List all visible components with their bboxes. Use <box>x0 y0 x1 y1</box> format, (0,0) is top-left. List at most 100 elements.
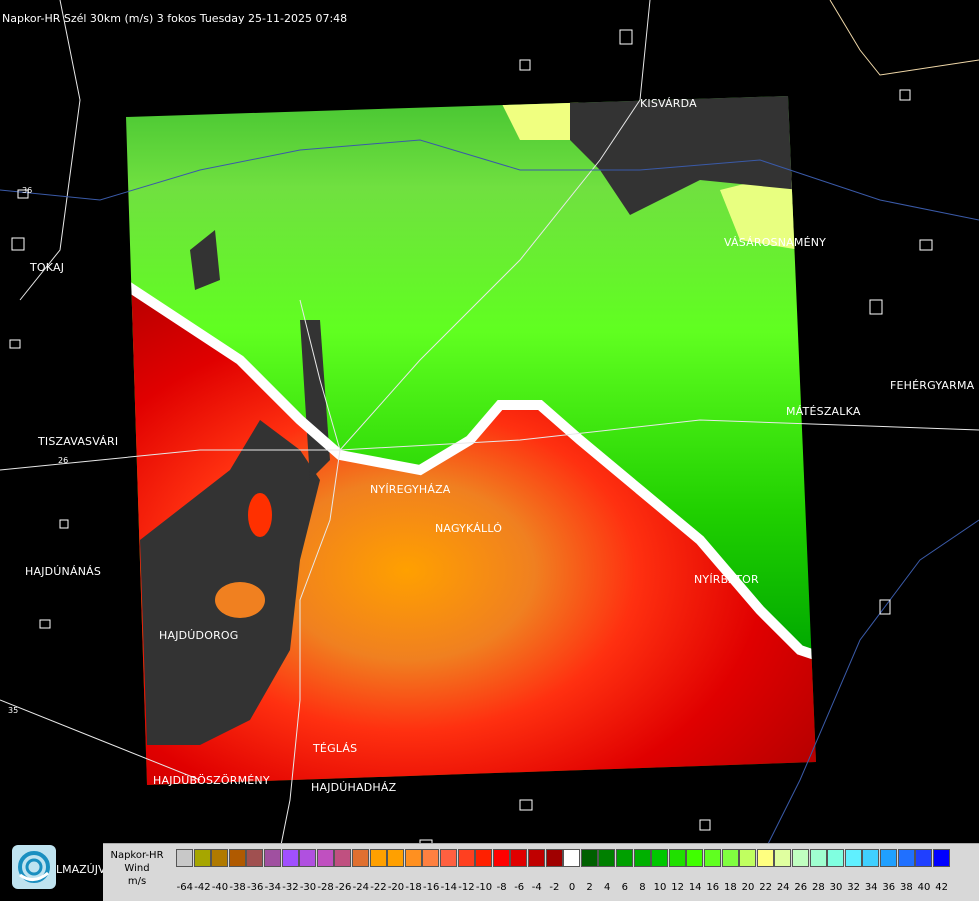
legend-tick-label: -36 <box>247 882 264 893</box>
legend-tick-label: -22 <box>370 882 387 893</box>
legend-swatch <box>404 849 422 867</box>
city-label-hajduhadhaz: HAJDÚHADHÁZ <box>311 781 397 794</box>
legend-swatch <box>264 849 281 867</box>
legend-tick-label: -14 <box>440 882 457 893</box>
legend-tick-label: -18 <box>405 882 422 893</box>
legend-swatch <box>193 849 211 867</box>
legend-tick-label: -24 <box>352 882 369 893</box>
radar-coverage <box>126 96 816 785</box>
legend-tick-label: 22 <box>759 882 772 893</box>
legend-tick-label: 34 <box>864 882 878 893</box>
legend-tick-label: 28 <box>812 882 825 893</box>
legend-tick-label: 0 <box>568 882 576 893</box>
legend-swatch <box>176 849 193 867</box>
road-number-35: 35 <box>8 706 19 715</box>
legend-swatch <box>299 849 317 867</box>
city-label-feherygyarmat: FEHÉRGYARMA <box>890 379 975 392</box>
legend-swatch <box>897 849 915 867</box>
legend-swatch <box>316 849 334 867</box>
legend-tick-label: -42 <box>194 882 211 893</box>
legend-swatch <box>281 849 299 867</box>
legend-swatch <box>827 849 845 867</box>
legend-label: Napkor-HR Wind m/s <box>103 844 171 901</box>
legend-swatch <box>422 849 440 867</box>
city-label-hajdudorog: HAJDÚDOROG <box>159 629 239 642</box>
legend-tick-label: 20 <box>741 882 755 893</box>
legend-swatch <box>334 849 352 867</box>
legend-swatch <box>862 849 880 867</box>
legend-swatch <box>932 849 950 867</box>
city-label-hajdunanas: HAJDÚNÁNÁS <box>25 565 102 578</box>
legend-swatch <box>686 849 704 867</box>
legend-swatch <box>915 849 933 867</box>
legend-swatch <box>563 849 581 867</box>
legend-swatch <box>739 849 757 867</box>
legend-swatch <box>440 849 457 867</box>
legend-tick-label: -20 <box>387 882 405 893</box>
city-label-nyirbator: NYÍRBÁTOR <box>694 573 759 586</box>
city-label-tokaj: TOKAJ <box>30 261 65 274</box>
legend-tick-label: 12 <box>671 882 684 893</box>
legend-swatch <box>228 849 246 867</box>
legend-swatch <box>528 849 545 867</box>
legend-swatch <box>721 849 739 867</box>
legend-swatch <box>809 849 827 867</box>
legend-swatch <box>598 849 616 867</box>
legend-tick-label: 32 <box>847 882 860 893</box>
legend-tick-label: -40 <box>211 882 229 893</box>
legend-swatch <box>844 849 862 867</box>
legend-tick-label: -12 <box>458 882 475 893</box>
legend-source: Napkor-HR <box>110 850 164 861</box>
city-label-kisvarda: KISVÁRDA <box>640 97 697 110</box>
city-label-vasarosnameny: VÁSÁROSNAMÉNY <box>724 236 827 249</box>
legend-swatch <box>580 849 598 867</box>
legend-tick-label: -6 <box>514 882 525 893</box>
legend-tick-label: -10 <box>475 882 493 893</box>
road-number-26: 26 <box>58 456 69 465</box>
legend-tick-label: -2 <box>549 882 560 893</box>
city-label-hajduboszormeny: HAJDÚBÖSZÖRMÉNY <box>153 774 270 787</box>
legend-swatch <box>246 849 264 867</box>
legend-tick-label: 36 <box>882 882 896 893</box>
legend-tick-label: 40 <box>917 882 931 893</box>
wind-legend: Napkor-HR Wind m/s -64 -42 -40 -38 -36 -34 -32… <box>103 843 979 901</box>
legend-tick-label: -64 <box>176 882 193 893</box>
napkor-logo-icon <box>12 845 56 889</box>
city-label-nagykallo: NAGYKÁLLÓ <box>435 522 503 535</box>
legend-tick-label: 26 <box>794 882 808 893</box>
legend-swatch <box>633 849 651 867</box>
legend-tick-label: 8 <box>639 882 646 893</box>
city-label-nyiregyhaza: NYÍREGYHÁZA <box>370 483 451 496</box>
legend-tick-label: 6 <box>621 882 628 893</box>
road-number-36: 36 <box>22 186 33 195</box>
legend-swatch <box>352 849 369 867</box>
legend-tick-label: -32 <box>282 882 299 893</box>
settlement-outlines <box>9 29 933 849</box>
legend-swatch <box>668 849 686 867</box>
map-title: Napkor-HR Szél 30km (m/s) 3 fokos Tuesda… <box>2 12 348 25</box>
legend-tick-label: 38 <box>900 882 913 893</box>
legend-tick-label: 14 <box>688 882 702 893</box>
city-label-tiszavasvari: TISZAVASVÁRI <box>38 435 119 448</box>
legend-tick-label: 10 <box>653 882 667 893</box>
legend-tick-label: 2 <box>586 882 593 893</box>
legend-swatch <box>475 849 493 867</box>
legend-swatch <box>880 849 897 867</box>
legend-swatch <box>704 849 721 867</box>
legend-tick-label: 42 <box>935 882 948 893</box>
legend-swatch <box>792 849 809 867</box>
country-border <box>829 0 979 76</box>
legend-tick-label: -38 <box>229 882 246 893</box>
legend-swatch <box>510 849 528 867</box>
legend-swatch <box>211 849 229 867</box>
legend-tick-label: 30 <box>829 882 843 893</box>
city-label-mateszalka: MÁTÉSZALKA <box>786 405 861 418</box>
legend-tick-label: 24 <box>776 882 790 893</box>
legend-swatch <box>756 849 774 867</box>
legend-swatch <box>492 849 510 867</box>
legend-tick-label: -30 <box>299 882 317 893</box>
legend-tick-label: -16 <box>423 882 440 893</box>
legend-quantity: Wind <box>124 863 150 874</box>
